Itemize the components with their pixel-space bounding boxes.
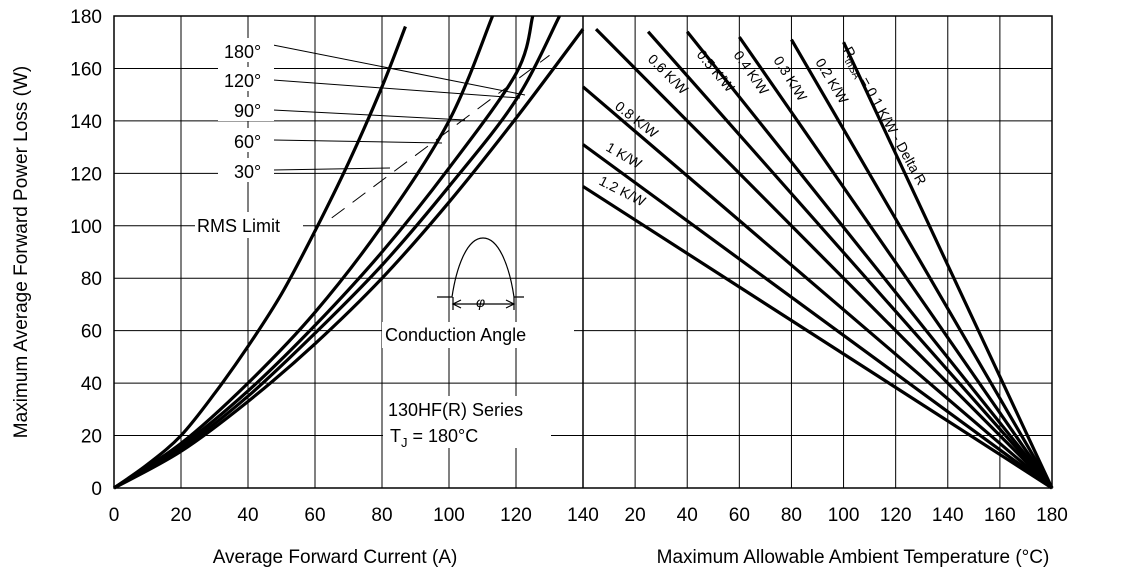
- label-bg-60: [218, 128, 274, 152]
- right-x-tick-label: 20: [625, 505, 646, 526]
- conduction-leader-90: [272, 109, 466, 121]
- left-panel-tick-labels: 0 20 40 60 80 100 120 140: [109, 505, 599, 526]
- conduction-angle-label: Conduction Angle: [385, 325, 526, 345]
- label-bg-120: [218, 67, 274, 91]
- y-tick-label: 160: [70, 59, 102, 80]
- label-bg-180: [218, 38, 274, 62]
- curve-120deg: [113, 15, 561, 490]
- conduction-leader-120: [272, 79, 521, 99]
- junction-temp-label: TJ = 180°C: [390, 426, 478, 450]
- y-tick-label: 180: [70, 7, 102, 28]
- rth-line-0.1KW: [842, 41, 1054, 489]
- y-tick-label: 140: [70, 112, 102, 133]
- rms-limit-label: RMS Limit: [197, 216, 280, 236]
- rms-limit-line: [331, 54, 550, 219]
- left-x-tick-label: 40: [237, 505, 258, 526]
- svg-text:φ: φ: [476, 294, 485, 310]
- series-label-bg: [383, 396, 551, 448]
- y-tick-label: 20: [81, 427, 102, 448]
- right-x-axis-label: Maximum Allowable Ambient Temperature (°…: [657, 547, 1050, 568]
- right-panel-tick-labels: 20 40 60 80 100 120 140 160 180: [625, 505, 1068, 526]
- left-x-tick-label: 80: [371, 505, 392, 526]
- conduction-label-180: 180°: [224, 42, 261, 62]
- left-x-tick-label: 60: [304, 505, 325, 526]
- rth-line-0.6KW: [594, 27, 1054, 490]
- curve-90deg: [113, 15, 535, 490]
- panel-frames: [113, 15, 1053, 489]
- y-tick-label: 40: [81, 374, 102, 395]
- curve-30deg: [113, 25, 407, 490]
- conduction-leader-60: [272, 139, 443, 144]
- conduction-label-bg: [382, 322, 574, 348]
- rth-line-0.2KW: [790, 38, 1054, 489]
- right-x-tick-label: 60: [729, 505, 750, 526]
- y-axis-label: Maximum Average Forward Power Loss (W): [11, 66, 32, 438]
- conduction-label-60: 60°: [234, 132, 261, 152]
- rth-05-label: 0.5 K/W: [694, 47, 739, 96]
- y-tick-label: 60: [81, 322, 102, 343]
- right-x-tick-label: 160: [984, 505, 1016, 526]
- series-label: 130HF(R) Series: [388, 400, 523, 420]
- conduction-label-120: 120°: [224, 71, 261, 91]
- rth-line-0.8KW: [581, 85, 1054, 490]
- label-bg-30: [218, 158, 274, 182]
- y-tick-label: 120: [70, 164, 102, 185]
- y-tick-label: 0: [91, 479, 102, 500]
- y-tick-label: 80: [81, 269, 102, 290]
- curve-60deg: [113, 15, 495, 490]
- conduction-label-90: 90°: [234, 101, 261, 121]
- y-tick-label: 100: [70, 217, 102, 238]
- rth-line-0.4KW: [685, 30, 1054, 489]
- rth-line-1KW: [582, 143, 1053, 490]
- rth-line-1.2KW: [582, 185, 1053, 490]
- conduction-leader-180: [272, 44, 526, 96]
- conduction-leader-30: [272, 167, 391, 171]
- right-x-tick-label: 120: [880, 505, 912, 526]
- left-x-tick-label: 20: [170, 505, 191, 526]
- label-bg-90: [218, 97, 274, 121]
- right-panel-lines: [581, 27, 1054, 490]
- left-panel-annotations: 180° 120° 90° 60° 30° RMS Limit φ Conduc…: [195, 38, 574, 450]
- left-x-tick-label: 120: [500, 505, 532, 526]
- rth-label: RthSA= 0.1 K/W - Delta R: [837, 44, 930, 190]
- conduction-angle-icon: φ: [437, 237, 524, 310]
- right-x-tick-label: 180: [1036, 505, 1068, 526]
- curve-180deg: [113, 28, 585, 490]
- right-x-tick-label: 100: [828, 505, 860, 526]
- right-x-tick-label: 140: [932, 505, 964, 526]
- rth-line-0.3KW: [738, 36, 1054, 489]
- right-x-tick-label: 40: [677, 505, 698, 526]
- left-x-tick-label: 0: [109, 505, 120, 526]
- rth-line-0.5KW: [646, 30, 1054, 490]
- conduction-label-30: 30°: [234, 162, 261, 182]
- rth-12-label: 1.2 K/W: [597, 172, 649, 209]
- right-x-tick-label: 80: [781, 505, 802, 526]
- left-x-tick-label: 140: [567, 505, 599, 526]
- rth-1-label: 1 K/W: [604, 139, 646, 172]
- y-axis-tick-labels: 0 20 40 60 80 100 120 140 160 180: [70, 7, 102, 500]
- rms-label-bg: [195, 212, 303, 238]
- left-x-axis-label: Average Forward Current (A): [213, 547, 458, 568]
- left-x-tick-label: 100: [433, 505, 465, 526]
